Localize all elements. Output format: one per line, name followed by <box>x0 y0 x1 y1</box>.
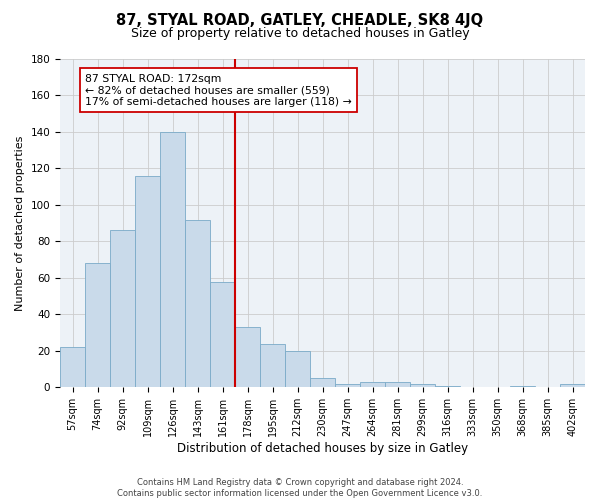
Bar <box>185 220 210 388</box>
Bar <box>210 282 235 388</box>
Bar <box>260 344 285 388</box>
X-axis label: Distribution of detached houses by size in Gatley: Distribution of detached houses by size … <box>177 442 468 455</box>
Text: 87 STYAL ROAD: 172sqm
← 82% of detached houses are smaller (559)
17% of semi-det: 87 STYAL ROAD: 172sqm ← 82% of detached … <box>85 74 352 107</box>
Bar <box>110 230 135 388</box>
Text: Size of property relative to detached houses in Gatley: Size of property relative to detached ho… <box>131 28 469 40</box>
Bar <box>310 378 335 388</box>
Bar <box>435 386 460 388</box>
Bar <box>560 384 585 388</box>
Bar <box>385 382 410 388</box>
Bar <box>510 386 535 388</box>
Y-axis label: Number of detached properties: Number of detached properties <box>15 136 25 311</box>
Bar <box>410 384 435 388</box>
Bar <box>235 327 260 388</box>
Bar <box>85 264 110 388</box>
Bar <box>285 351 310 388</box>
Bar <box>135 176 160 388</box>
Text: 87, STYAL ROAD, GATLEY, CHEADLE, SK8 4JQ: 87, STYAL ROAD, GATLEY, CHEADLE, SK8 4JQ <box>116 12 484 28</box>
Bar <box>60 347 85 388</box>
Text: Contains HM Land Registry data © Crown copyright and database right 2024.
Contai: Contains HM Land Registry data © Crown c… <box>118 478 482 498</box>
Bar <box>335 384 360 388</box>
Bar <box>360 382 385 388</box>
Bar <box>160 132 185 388</box>
